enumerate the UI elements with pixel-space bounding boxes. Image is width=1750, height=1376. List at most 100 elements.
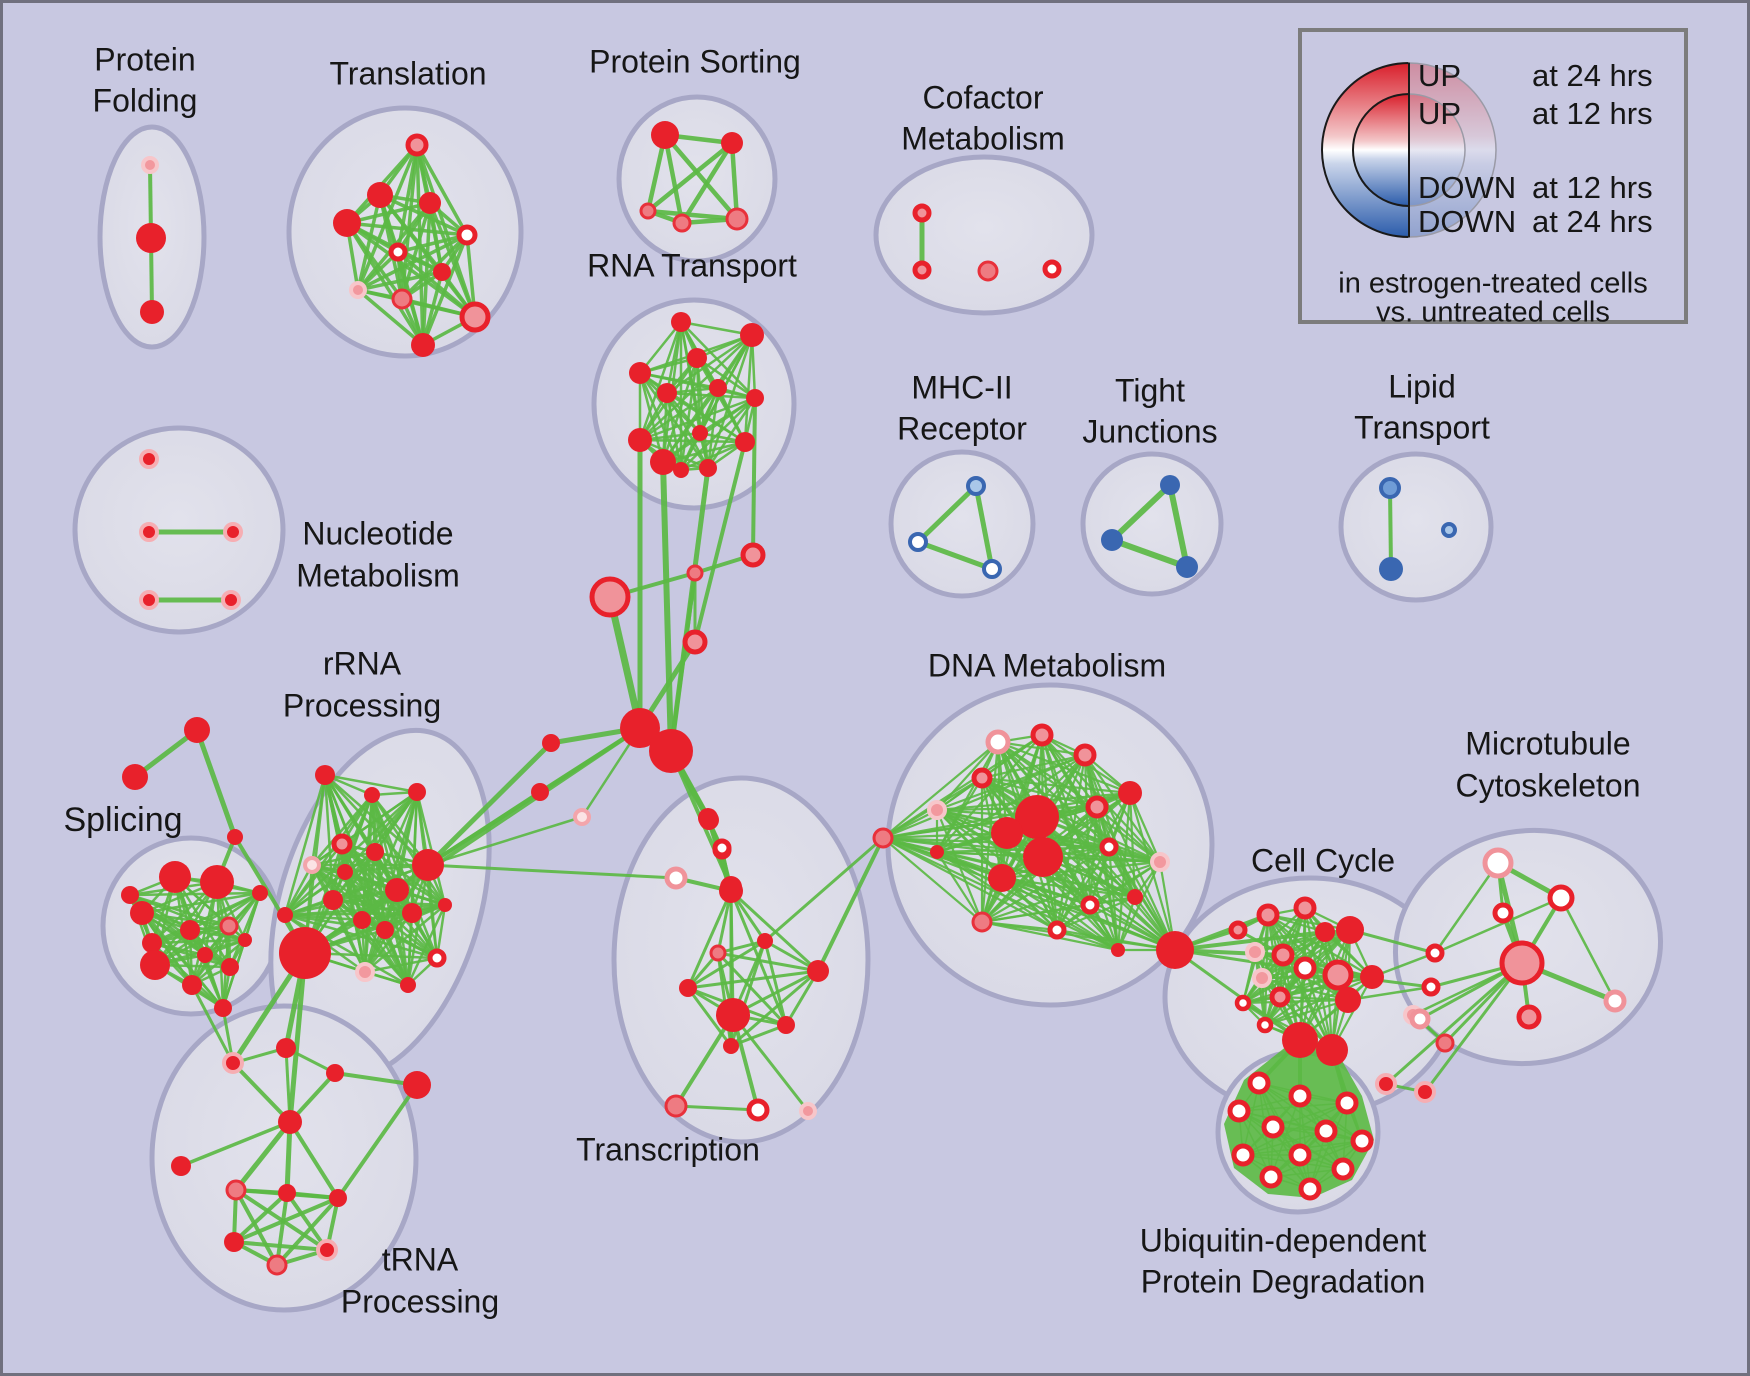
- network-node: [1127, 889, 1143, 905]
- network-node: [315, 765, 335, 785]
- network-edge: [415, 144, 469, 236]
- network-edge: [215, 881, 225, 1009]
- network-node: [1516, 1004, 1542, 1030]
- network-edge: [647, 208, 738, 222]
- network-node: [692, 425, 708, 441]
- network-edge: [1270, 1140, 1363, 1178]
- network-node: [1256, 903, 1280, 927]
- network-edge: [287, 952, 308, 1123]
- network-node: [1269, 986, 1291, 1008]
- network-edge: [686, 987, 733, 1047]
- network-edge: [396, 250, 477, 319]
- network-node: [1256, 1016, 1274, 1034]
- network-node: [1425, 943, 1445, 963]
- cluster-label-protein-folding: Protein: [94, 41, 195, 77]
- network-edge: [190, 984, 235, 1064]
- network-node: [355, 962, 375, 982]
- network-edge: [231, 1061, 292, 1124]
- network-node: [353, 911, 371, 929]
- network-edge: [233, 1196, 339, 1244]
- network-edge: [151, 891, 261, 945]
- network-node: [629, 362, 651, 384]
- network-node: [1231, 1143, 1255, 1167]
- network-edge: [638, 372, 710, 469]
- network-edge: [345, 221, 477, 319]
- network-edge: [675, 1104, 759, 1112]
- network-node: [279, 927, 331, 979]
- network-node: [139, 590, 159, 610]
- network-edge: [882, 741, 999, 839]
- network-node: [542, 734, 560, 752]
- network-node: [1482, 847, 1514, 879]
- network-node: [140, 300, 164, 324]
- network-edge: [232, 1191, 289, 1244]
- network-edge: [936, 741, 999, 811]
- network-edge: [1309, 1102, 1348, 1190]
- network-edge: [686, 890, 733, 989]
- network-edge: [427, 815, 583, 867]
- network-node: [757, 933, 773, 949]
- network-edge: [1174, 948, 1301, 1042]
- network-edge: [275, 1196, 340, 1267]
- network-node: [1234, 994, 1252, 1012]
- network-edge: [1347, 985, 1432, 1002]
- network-node: [221, 958, 239, 976]
- network-node: [140, 950, 170, 980]
- network-edge: [1167, 484, 1190, 568]
- network-node: [1547, 884, 1575, 912]
- network-node: [740, 542, 766, 568]
- network-node: [723, 1038, 739, 1054]
- legend-direction-label: DOWN: [1418, 170, 1516, 205]
- network-edge: [364, 956, 438, 974]
- node-layer: [121, 121, 1627, 1276]
- network-edge: [1385, 961, 1523, 1086]
- network-node: [1288, 1143, 1312, 1167]
- network-edge: [696, 356, 756, 400]
- network-edge: [180, 1120, 291, 1168]
- network-node: [316, 1239, 338, 1261]
- network-edge: [275, 1192, 289, 1266]
- network-node: [1247, 1071, 1271, 1095]
- network-edge: [324, 773, 418, 794]
- network-edge: [234, 1120, 292, 1192]
- network-node: [367, 182, 393, 208]
- network-edge: [687, 969, 819, 990]
- cluster-label-tight-junctions: Junctions: [1082, 413, 1217, 449]
- network-node: [709, 379, 727, 397]
- network-node: [620, 708, 660, 748]
- network-node: [405, 133, 429, 157]
- cluster-label-trna-processing: tRNA: [382, 1241, 459, 1277]
- network-edge: [1433, 862, 1500, 954]
- legend-time-label: at 24 hrs: [1532, 58, 1653, 93]
- network-edge: [1261, 976, 1349, 1002]
- network-edge: [1242, 973, 1339, 1005]
- network-edge: [1337, 973, 1432, 989]
- legend-inner-left-half: [1352, 92, 1410, 208]
- network-node: [427, 948, 447, 968]
- network-node: [337, 864, 353, 880]
- network-edge: [916, 484, 978, 544]
- network-node: [1499, 940, 1545, 986]
- network-node: [1379, 477, 1401, 499]
- network-edge: [427, 863, 677, 880]
- network-node: [182, 975, 202, 995]
- network-node: [712, 838, 732, 858]
- cluster-label-protein-folding: Folding: [93, 82, 198, 118]
- network-node: [303, 856, 321, 874]
- network-edge: [662, 134, 685, 224]
- network-node: [1227, 1099, 1251, 1123]
- network-node: [1288, 1084, 1312, 1108]
- network-edge: [981, 903, 1091, 924]
- network-node: [1336, 916, 1364, 944]
- network-edge: [660, 461, 674, 752]
- network-node: [1335, 987, 1361, 1013]
- network-node: [746, 1098, 770, 1122]
- network-edge: [1096, 806, 1161, 863]
- network-edge: [1056, 928, 1176, 952]
- network-node: [403, 1071, 431, 1099]
- legend-direction-label: DOWN: [1418, 204, 1516, 239]
- network-edge: [674, 1013, 735, 1108]
- network-node: [277, 907, 293, 923]
- network-node: [224, 1232, 244, 1252]
